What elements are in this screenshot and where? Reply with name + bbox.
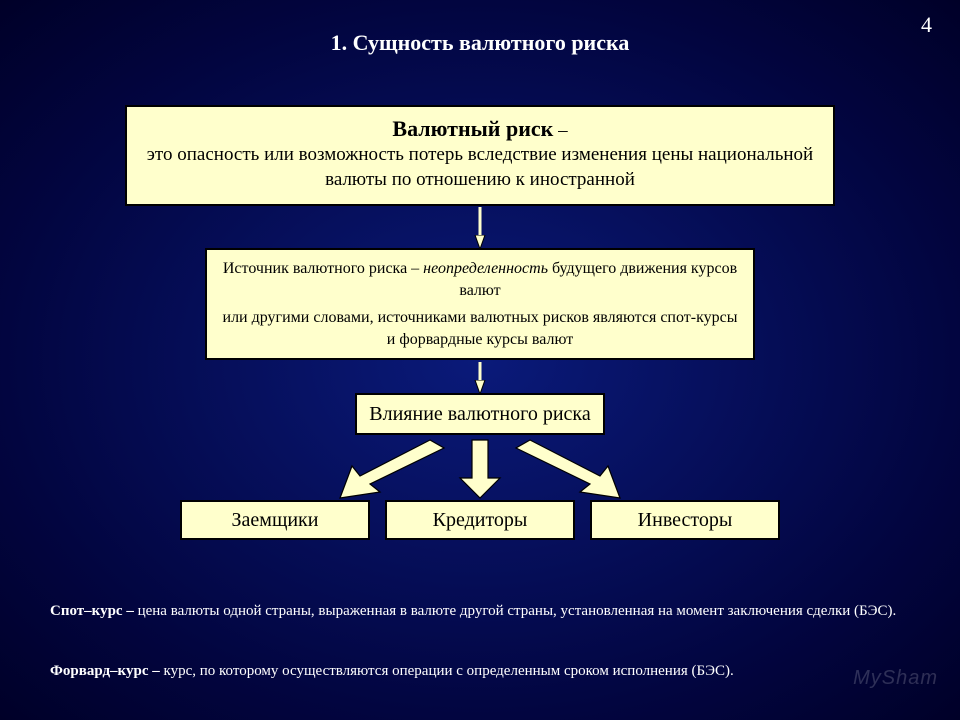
footer-fwd-label: Форвард–курс –: [50, 663, 164, 679]
definition-dash: –: [553, 120, 567, 141]
definition-body: это опасность или возможность потерь всл…: [147, 144, 813, 189]
footer-spot-text: цена валюты одной страны, выраженная в в…: [138, 603, 897, 619]
source-line1-em: неопределенность: [423, 260, 548, 277]
source-line1-prefix: Источник валютного риска –: [223, 260, 423, 277]
leaf-investors: Инвесторы: [590, 500, 780, 540]
source-box: Источник валютного риска – неопределенно…: [205, 248, 755, 360]
watermark: MySham: [853, 667, 938, 690]
definition-box: Валютный риск – это опасность или возмож…: [125, 105, 835, 206]
footer-spot-label: Спот–курс –: [50, 603, 138, 619]
leaf-borrowers: Заемщики: [180, 500, 370, 540]
footer-fwd-text: курс, по которому осуществляются операци…: [164, 663, 734, 679]
definition-heading: Валютный риск: [392, 116, 553, 141]
influence-box: Влияние валютного риска: [355, 393, 605, 435]
slide-title: 1. Сущность валютного риска: [0, 30, 960, 56]
footer-spot: Спот–курс – цена валюты одной страны, вы…: [50, 602, 910, 621]
leaf-creditors: Кредиторы: [385, 500, 575, 540]
source-line2: или другими словами, источниками валютны…: [221, 307, 739, 350]
footer-forward: Форвард–курс – курс, по которому осущест…: [50, 662, 910, 681]
